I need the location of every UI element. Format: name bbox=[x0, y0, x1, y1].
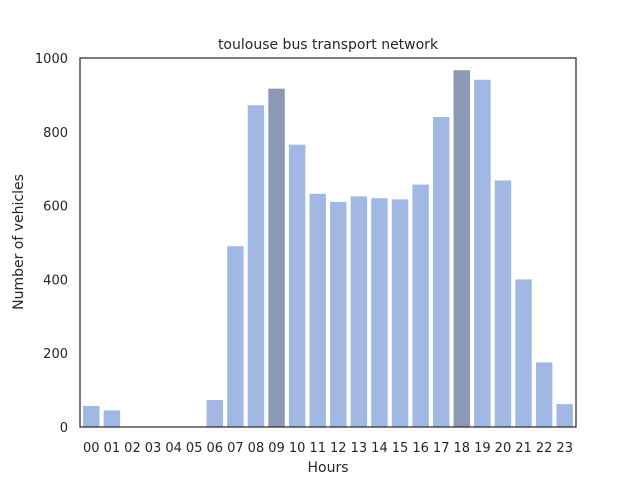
x-tick-label: 15 bbox=[392, 441, 409, 456]
x-tick-label: 03 bbox=[145, 441, 162, 456]
x-tick-label: 13 bbox=[351, 441, 368, 456]
x-tick-label: 09 bbox=[268, 441, 285, 456]
plot-frame bbox=[79, 57, 577, 428]
bar-16 bbox=[412, 184, 429, 427]
bar-15 bbox=[391, 199, 409, 427]
bar-23 bbox=[556, 404, 573, 427]
x-tick-label: 04 bbox=[165, 441, 182, 456]
y-axis-ticks: 0 200 400 600 800 1000 bbox=[35, 52, 68, 436]
x-tick-label: 10 bbox=[289, 441, 306, 456]
y-tick-label: 800 bbox=[43, 126, 68, 141]
x-tick-label: 02 bbox=[124, 441, 141, 456]
bar-08 bbox=[247, 105, 265, 427]
bar-21 bbox=[515, 279, 532, 427]
y-tick-label: 400 bbox=[43, 273, 68, 288]
bar-17 bbox=[432, 117, 450, 427]
x-tick-label: 06 bbox=[207, 441, 224, 456]
x-tick-label: 20 bbox=[495, 441, 512, 456]
y-axis-label: Number of vehicles bbox=[11, 174, 27, 310]
bar-07 bbox=[227, 246, 244, 427]
x-tick-label: 12 bbox=[330, 441, 347, 456]
x-tick-label: 01 bbox=[104, 441, 121, 456]
x-tick-label: 08 bbox=[248, 441, 265, 456]
bar-09 bbox=[268, 88, 285, 427]
bar-00 bbox=[83, 405, 100, 427]
x-tick-label: 07 bbox=[227, 441, 244, 456]
x-axis-label: Hours bbox=[307, 460, 348, 476]
bar-group bbox=[83, 70, 573, 428]
x-axis-ticks: 00 01 02 03 04 05 06 07 08 09 10 11 12 13 14 15 16 17 18 19… bbox=[83, 441, 573, 456]
x-tick-label: 23 bbox=[556, 441, 573, 456]
x-tick-label: 14 bbox=[371, 441, 388, 456]
x-tick-label: 21 bbox=[515, 441, 532, 456]
bar-14 bbox=[371, 198, 388, 427]
x-tick-label: 00 bbox=[83, 441, 100, 456]
bar-18 bbox=[453, 70, 471, 428]
y-tick-label: 1000 bbox=[35, 52, 68, 67]
bar-22 bbox=[535, 362, 553, 427]
x-tick-label: 19 bbox=[474, 441, 491, 456]
x-tick-label: 18 bbox=[454, 441, 471, 456]
y-tick-label: 200 bbox=[43, 347, 68, 362]
x-tick-label: 11 bbox=[309, 441, 326, 456]
y-tick-label: 0 bbox=[60, 421, 68, 436]
x-tick-label: 05 bbox=[186, 441, 203, 456]
bar-12 bbox=[330, 201, 347, 427]
x-tick-label: 17 bbox=[433, 441, 450, 456]
bar-20 bbox=[494, 180, 512, 427]
bar-01 bbox=[103, 410, 121, 427]
bar-19 bbox=[474, 79, 491, 428]
y-tick-label: 600 bbox=[43, 200, 68, 215]
x-tick-label: 16 bbox=[412, 441, 429, 456]
bar-06 bbox=[206, 400, 224, 427]
bar-10 bbox=[288, 144, 306, 427]
chart-title: toulouse bus transport network bbox=[218, 37, 439, 53]
bar-11 bbox=[309, 193, 326, 427]
bar-13 bbox=[350, 196, 368, 428]
x-tick-label: 22 bbox=[536, 441, 553, 456]
